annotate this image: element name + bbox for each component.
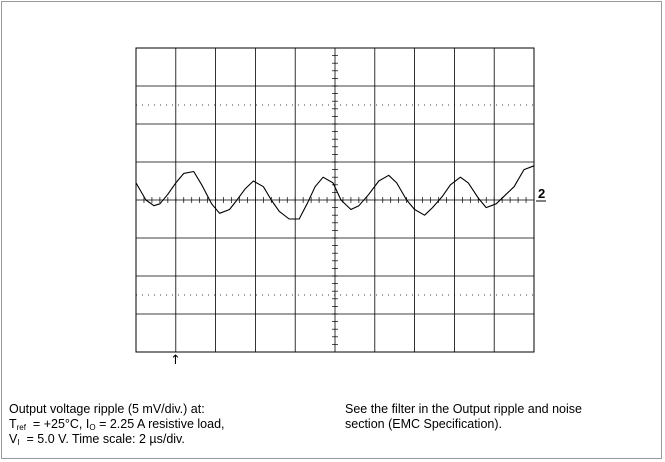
caption-right: See the filter in the Output ripple and … [345, 402, 582, 432]
caption-left: Output voltage ripple (5 mV/div.) at: Tr… [9, 402, 225, 447]
caption-left-line2: Tref = +25°C, IO = 2.25 A resistive load… [9, 417, 225, 432]
caption-right-line2: section (EMC Specification). [345, 417, 503, 431]
trigger-marker: ↑ [170, 353, 181, 368]
scope-axis-ticks [135, 47, 535, 353]
ripple-trace [135, 165, 535, 220]
scope-dotted-lines [136, 104, 534, 296]
caption-left-line1: Output voltage ripple (5 mV/div.) at: [9, 402, 205, 416]
caption-right-line1: See the filter in the Output ripple and … [345, 402, 582, 416]
caption-left-line3: VI = 5.0 V. Time scale: 2 µs/div. [9, 432, 185, 447]
channel-marker: 2 [538, 186, 545, 201]
